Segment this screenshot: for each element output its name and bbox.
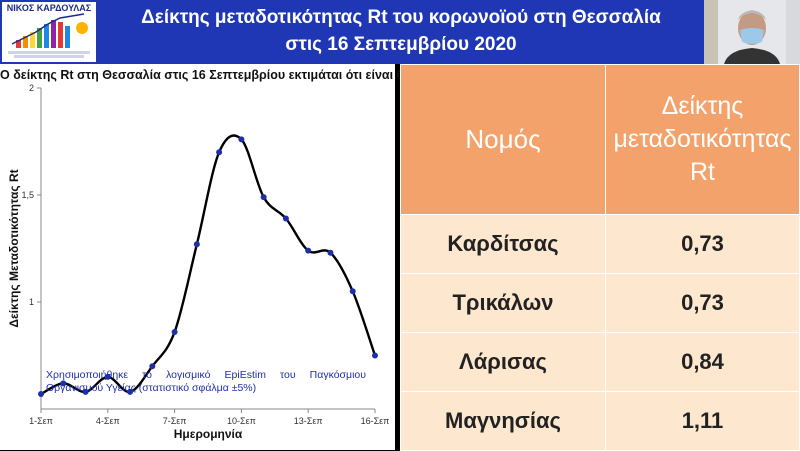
logo-caption (4, 50, 94, 59)
x-tick-label: 13-Σεπ (294, 416, 323, 426)
table-cell-region: Καρδίτσας (400, 214, 606, 274)
presenter-image (704, 0, 800, 64)
logo-name: ΝΙΚΟΣ ΚΑΡΔΟΥΛΑΣ (6, 3, 92, 13)
y-tick-label: 1 (29, 297, 34, 307)
x-tick-label: 1-Σεπ (29, 416, 53, 426)
x-axis-label: Ημερομηνία (174, 427, 243, 441)
table-cell-value: 0,84 (605, 332, 800, 392)
y-axis-label: Δείκτης Μεταδοτικότητας Rt (7, 169, 21, 327)
x-tick-label: 10-Σεπ (227, 416, 256, 426)
table-header-row: Νομός Δείκτης μεταδοτικότητας Rt (400, 64, 800, 215)
table-cell-value: 0,73 (605, 214, 800, 274)
x-tick-label: 7-Σεπ (163, 416, 187, 426)
data-point (238, 136, 245, 143)
page-title-line2: στις 16 Σεπτεμβρίου 2020 (285, 34, 517, 55)
logo-chart-icon (11, 13, 88, 48)
rt-line-chart: 1 1,5 2 1-Σεπ 4-Σεπ 7-Σεπ 10-Σεπ 13-Σεπ 16-Σεπ Ημ… (7, 83, 390, 441)
table-row: Τρικάλων 0,73 (400, 273, 800, 333)
chart-note: Χρησιμοποιήθηκε το λογισμικό EpiEstim το… (46, 369, 366, 394)
data-point (82, 388, 89, 395)
y-tick-label: 1,5 (21, 190, 34, 200)
data-point (38, 391, 44, 398)
table-row: Μαγνησίας 1,11 (400, 391, 800, 451)
table-row: Λάρισας 0,84 (400, 332, 800, 392)
table-cell-region: Μαγνησίας (400, 391, 606, 451)
table-header-region: Νομός (400, 64, 606, 215)
data-point (349, 288, 356, 295)
data-point (282, 215, 289, 222)
data-point (216, 149, 223, 156)
data-point (372, 352, 378, 359)
table-cell-value: 1,11 (605, 391, 800, 451)
data-point (171, 328, 178, 335)
presenter-video (704, 0, 800, 64)
logo: ΝΙΚΟΣ ΚΑΡΔΟΥΛΑΣ (2, 2, 96, 62)
chart-panel: Ο δείκτης Rt στη Θεσσαλία στις 16 Σεπτεμ… (0, 64, 421, 450)
rt-table: Νομός Δείκτης μεταδοτικότητας Rt Καρδίτσ… (400, 64, 800, 451)
data-point (305, 247, 312, 254)
table-panel: Νομός Δείκτης μεταδοτικότητας Rt Καρδίτσ… (400, 64, 800, 451)
x-tick-label: 4-Σεπ (96, 416, 120, 426)
page-title: Δείκτης μεταδοτικότητας Rt του κορωνοϊού… (100, 4, 702, 58)
data-point (149, 363, 156, 370)
data-point (193, 241, 200, 248)
series-line (40, 134, 377, 396)
data-point (327, 249, 334, 256)
data-point (127, 388, 134, 395)
data-point (104, 373, 111, 380)
table-header-rt: Δείκτης μεταδοτικότητας Rt (605, 64, 800, 215)
header-bar: ΝΙΚΟΣ ΚΑΡΔΟΥΛΑΣ Δείκτης μεταδοτικότητας … (0, 0, 800, 64)
table-row: Καρδίτσας 0,73 (400, 214, 800, 274)
chart-title: Ο δείκτης Rt στη Θεσσαλία στις 16 Σεπτεμ… (0, 68, 421, 82)
table-cell-region: Τρικάλων (400, 273, 606, 333)
data-point (260, 194, 267, 201)
data-point (60, 380, 67, 387)
y-tick-label: 2 (29, 83, 34, 93)
table-cell-value: 0,73 (605, 273, 800, 333)
page-title-line1: Δείκτης μεταδοτικότητας Rt του κορωνοϊού… (141, 7, 661, 28)
table-cell-region: Λάρισας (400, 332, 606, 392)
x-tick-label: 16-Σεπ (361, 416, 390, 426)
